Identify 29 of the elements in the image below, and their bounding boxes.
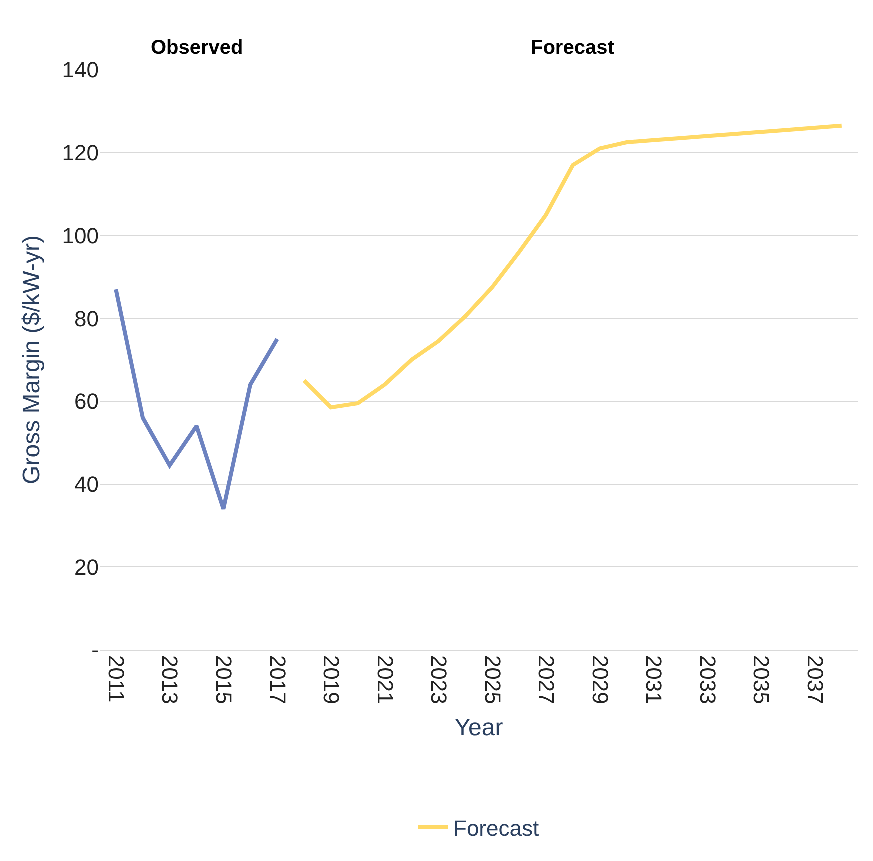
y-tick-label: 100	[62, 223, 99, 248]
x-tick-label: 2027	[534, 655, 560, 704]
y-tick-label: 60	[74, 389, 99, 414]
x-tick-label: 2037	[802, 655, 828, 704]
x-tick-label: 2033	[695, 655, 720, 704]
x-tick-label: 2025	[480, 655, 506, 704]
x-tick-label: 2011	[104, 655, 129, 703]
x-tick-label: 2019	[319, 655, 344, 704]
x-tick-label: 2017	[265, 655, 290, 704]
legend-label: Forecast	[454, 816, 540, 841]
y-tick-label: 20	[74, 554, 99, 580]
x-tick-label: 2015	[212, 655, 236, 704]
x-tick-label: 2029	[588, 655, 613, 704]
x-tick-label: 2035	[749, 655, 774, 704]
line-series	[114, 288, 280, 512]
x-tick-label: 2031	[642, 655, 667, 704]
y-tick-label: 140	[62, 58, 99, 83]
y-tick-label: 40	[74, 472, 99, 497]
x-tick-label: 2013	[158, 655, 183, 704]
y-tick-label: 80	[74, 306, 99, 332]
line-series	[302, 124, 844, 410]
text: Observed	[151, 37, 244, 59]
text: Forecast	[531, 37, 615, 59]
x-tick-label: 2021	[372, 655, 398, 704]
x-tick-label: 2023	[426, 655, 452, 704]
y-tick-label: -	[92, 638, 99, 663]
y-axis-title: Gross Margin ($/kW-yr)	[18, 236, 46, 484]
y-tick-label: 120	[62, 140, 99, 166]
x-axis-title: Year	[454, 714, 504, 742]
